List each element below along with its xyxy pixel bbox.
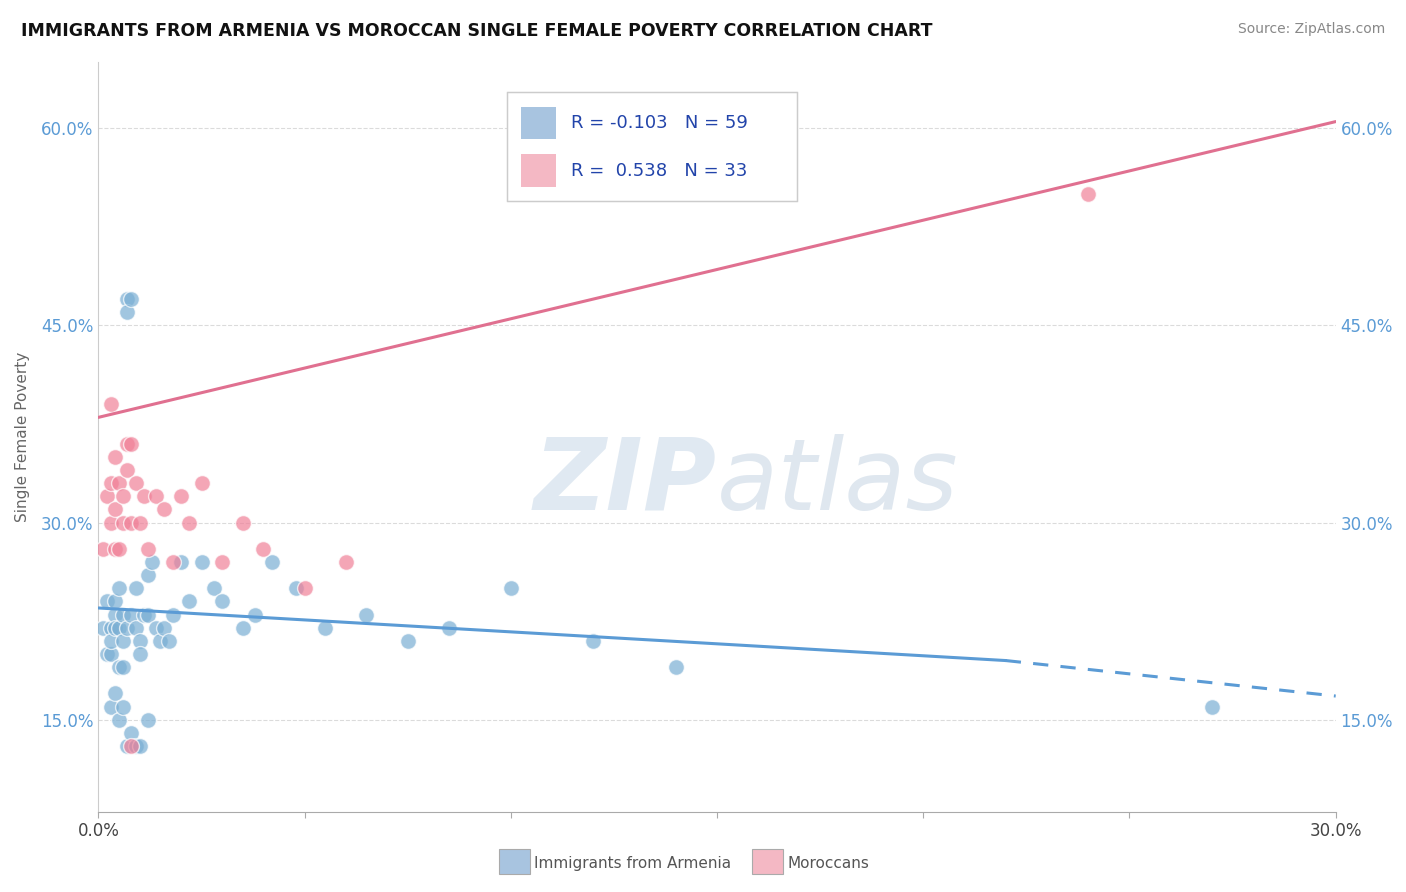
Point <box>96 489 118 503</box>
Point <box>232 516 254 530</box>
Point <box>396 633 419 648</box>
Point <box>108 581 131 595</box>
Point <box>100 516 122 530</box>
Point <box>149 633 172 648</box>
Point <box>124 621 146 635</box>
Point <box>145 489 167 503</box>
Text: ZIP: ZIP <box>534 434 717 531</box>
Point <box>285 581 308 595</box>
Point <box>112 489 135 503</box>
Text: atlas: atlas <box>717 434 959 531</box>
Point <box>179 594 201 608</box>
Point <box>120 436 142 450</box>
Point <box>499 581 522 595</box>
Point <box>136 541 159 556</box>
Point <box>108 713 131 727</box>
Point <box>96 594 118 608</box>
Point <box>108 541 131 556</box>
Point <box>314 621 336 635</box>
Point <box>91 541 114 556</box>
Point <box>104 502 127 516</box>
Point <box>112 633 135 648</box>
Point <box>120 726 142 740</box>
Point <box>117 305 139 319</box>
Text: IMMIGRANTS FROM ARMENIA VS MOROCCAN SINGLE FEMALE POVERTY CORRELATION CHART: IMMIGRANTS FROM ARMENIA VS MOROCCAN SING… <box>21 22 932 40</box>
Point <box>582 633 605 648</box>
Point <box>162 607 184 622</box>
Point <box>120 607 142 622</box>
Point <box>128 739 150 753</box>
Point <box>124 581 146 595</box>
Point <box>112 660 135 674</box>
Point <box>136 568 159 582</box>
Point <box>260 555 283 569</box>
Point <box>108 621 131 635</box>
Point <box>112 607 135 622</box>
Point <box>128 633 150 648</box>
Point <box>104 594 127 608</box>
Point <box>170 489 193 503</box>
Point <box>437 621 460 635</box>
Point <box>294 581 316 595</box>
Point <box>104 621 127 635</box>
Point <box>112 699 135 714</box>
Point <box>120 292 142 306</box>
Point <box>112 516 135 530</box>
Point <box>100 699 122 714</box>
Point <box>356 607 378 622</box>
Point <box>335 555 357 569</box>
Point <box>104 607 127 622</box>
Point <box>190 555 212 569</box>
Point <box>124 739 146 753</box>
Point <box>157 633 180 648</box>
Point <box>162 555 184 569</box>
Point <box>108 476 131 491</box>
Point <box>117 621 139 635</box>
Point <box>104 686 127 700</box>
Point <box>128 647 150 661</box>
Point <box>202 581 225 595</box>
Point <box>124 476 146 491</box>
Point <box>117 463 139 477</box>
Point <box>211 594 233 608</box>
Point <box>96 647 118 661</box>
Point <box>132 607 155 622</box>
Point <box>1077 186 1099 201</box>
Point <box>243 607 266 622</box>
Point <box>117 436 139 450</box>
Point <box>104 541 127 556</box>
Point <box>100 621 122 635</box>
Point <box>91 621 114 635</box>
Point <box>153 502 176 516</box>
Point <box>136 713 159 727</box>
Point <box>211 555 233 569</box>
Point <box>100 476 122 491</box>
Point <box>120 516 142 530</box>
Point <box>108 660 131 674</box>
Point <box>153 621 176 635</box>
Point <box>141 555 163 569</box>
Point <box>252 541 274 556</box>
Point <box>190 476 212 491</box>
Point <box>1201 699 1223 714</box>
Point <box>136 607 159 622</box>
Point <box>665 660 688 674</box>
Point <box>232 621 254 635</box>
Point <box>120 739 142 753</box>
Point <box>117 292 139 306</box>
Text: Immigrants from Armenia: Immigrants from Armenia <box>534 856 731 871</box>
Point <box>179 516 201 530</box>
Text: Source: ZipAtlas.com: Source: ZipAtlas.com <box>1237 22 1385 37</box>
Point <box>100 633 122 648</box>
Point <box>100 397 122 411</box>
Point <box>100 647 122 661</box>
Point <box>170 555 193 569</box>
Point <box>128 516 150 530</box>
Point <box>117 739 139 753</box>
Point <box>104 450 127 464</box>
Point <box>132 489 155 503</box>
Point <box>145 621 167 635</box>
Text: Moroccans: Moroccans <box>787 856 869 871</box>
Y-axis label: Single Female Poverty: Single Female Poverty <box>15 352 30 522</box>
